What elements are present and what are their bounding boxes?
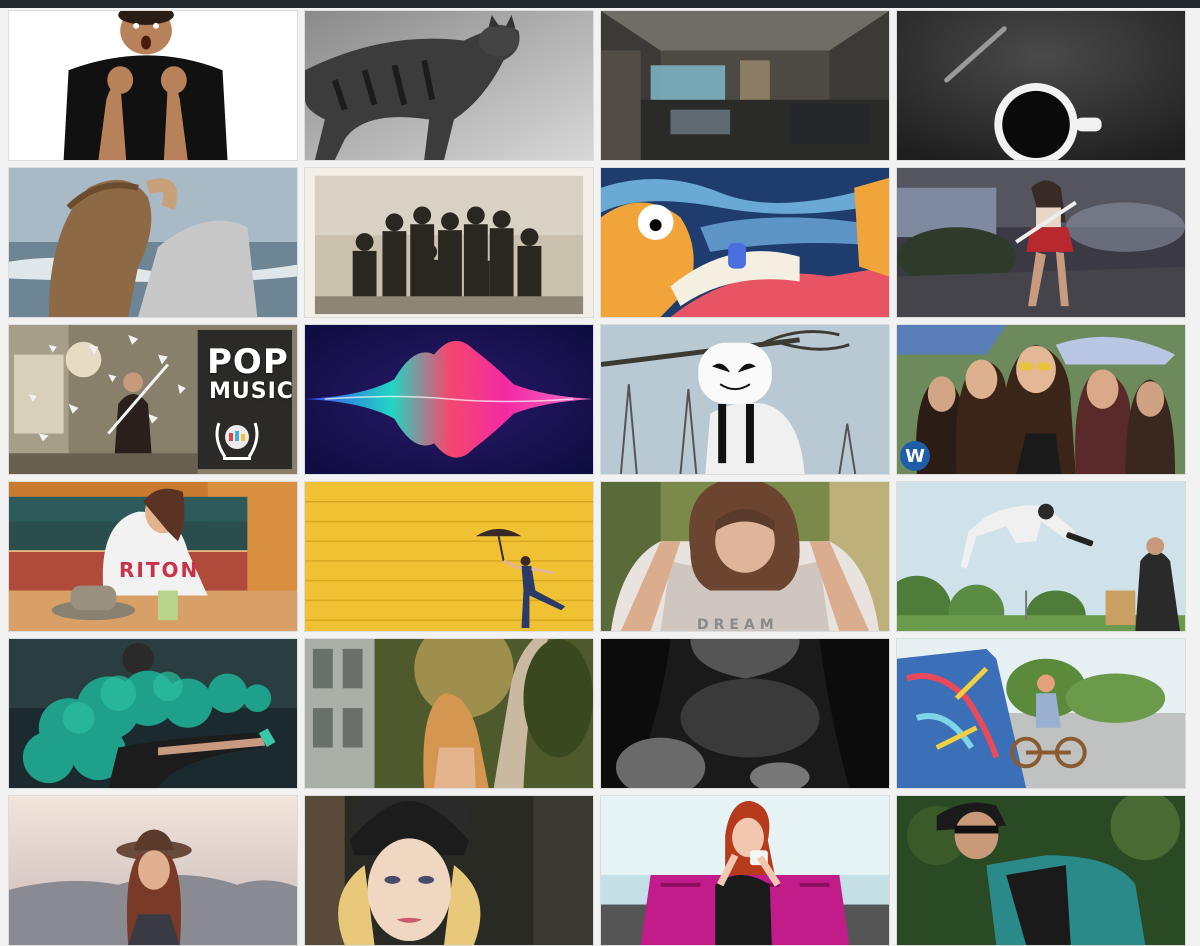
gallery-tile-mannequin-head[interactable] (304, 795, 594, 946)
top-bar (0, 0, 1200, 8)
image-thumbnail (601, 168, 889, 317)
image-thumbnail (9, 796, 297, 945)
gallery-tile-woman-with-bat[interactable] (896, 167, 1186, 318)
gallery-tile-control-room[interactable] (600, 10, 890, 161)
gallery-tile-cyclist[interactable] (896, 795, 1186, 946)
gallery-tile-pop-music-violinist[interactable]: POP MUSIC (8, 324, 298, 475)
gallery-tile-walking-cat[interactable] (304, 10, 594, 161)
image-thumbnail (305, 325, 593, 474)
image-thumbnail (601, 796, 889, 945)
gallery-tile-woman-with-hat[interactable] (8, 795, 298, 946)
gallery-tile-yellow-wall-umbrella[interactable] (304, 481, 594, 632)
gallery-tile-cartoon-scene[interactable] (600, 167, 890, 318)
image-thumbnail (897, 482, 1185, 631)
image-gallery: POP MUSIC (8, 10, 1194, 946)
gallery-tile-surprised-man[interactable] (8, 10, 298, 161)
gallery-tile-woman-on-sofa[interactable] (600, 795, 890, 946)
image-thumbnail (305, 168, 593, 317)
image-thumbnail (305, 482, 593, 631)
gallery-tile-dark-portrait[interactable] (600, 638, 890, 789)
shirt-text: DREAM (697, 617, 779, 632)
gallery-tile-kid-on-bike-ramp[interactable] (896, 638, 1186, 789)
image-thumbnail (897, 796, 1185, 945)
gallery-tile-masked-dj[interactable] (600, 324, 890, 475)
image-thumbnail (9, 639, 297, 788)
laurel-award-icon (215, 422, 259, 460)
image-thumbnail (897, 325, 1185, 474)
gallery-tile-skater-jump[interactable] (896, 481, 1186, 632)
image-thumbnail (601, 325, 889, 474)
music-overlay-text: MUSIC (209, 379, 294, 404)
image-thumbnail (305, 796, 593, 945)
image-thumbnail (305, 639, 593, 788)
pop-overlay-text: POP (207, 342, 289, 382)
image-thumbnail (9, 325, 297, 474)
image-thumbnail (897, 639, 1185, 788)
shirt-text: RITON (119, 558, 200, 582)
image-thumbnail (601, 482, 889, 631)
record-label-logo-icon: W (900, 441, 930, 471)
image-thumbnail (9, 168, 297, 317)
gallery-tile-vintage-group-photo[interactable] (304, 167, 594, 318)
gallery-tile-sound-wave[interactable] (304, 324, 594, 475)
gallery-tile-coffee-and-pen[interactable] (896, 10, 1186, 161)
image-thumbnail (9, 11, 297, 160)
image-thumbnail (897, 168, 1185, 317)
image-thumbnail (897, 11, 1185, 160)
image-thumbnail (305, 11, 593, 160)
image-thumbnail (9, 482, 297, 631)
gallery-tile-green-smoke[interactable] (8, 638, 298, 789)
gallery-tile-woman-in-cafe[interactable]: RITON (8, 481, 298, 632)
image-thumbnail (601, 11, 889, 160)
gallery-tile-woman-holding-head[interactable]: DREAM (600, 481, 890, 632)
gallery-tile-woman-by-sea[interactable] (8, 167, 298, 318)
image-thumbnail (601, 639, 889, 788)
gallery-tile-women-with-sunglasses[interactable]: W (896, 324, 1186, 475)
gallery-tile-woman-in-trees[interactable] (304, 638, 594, 789)
